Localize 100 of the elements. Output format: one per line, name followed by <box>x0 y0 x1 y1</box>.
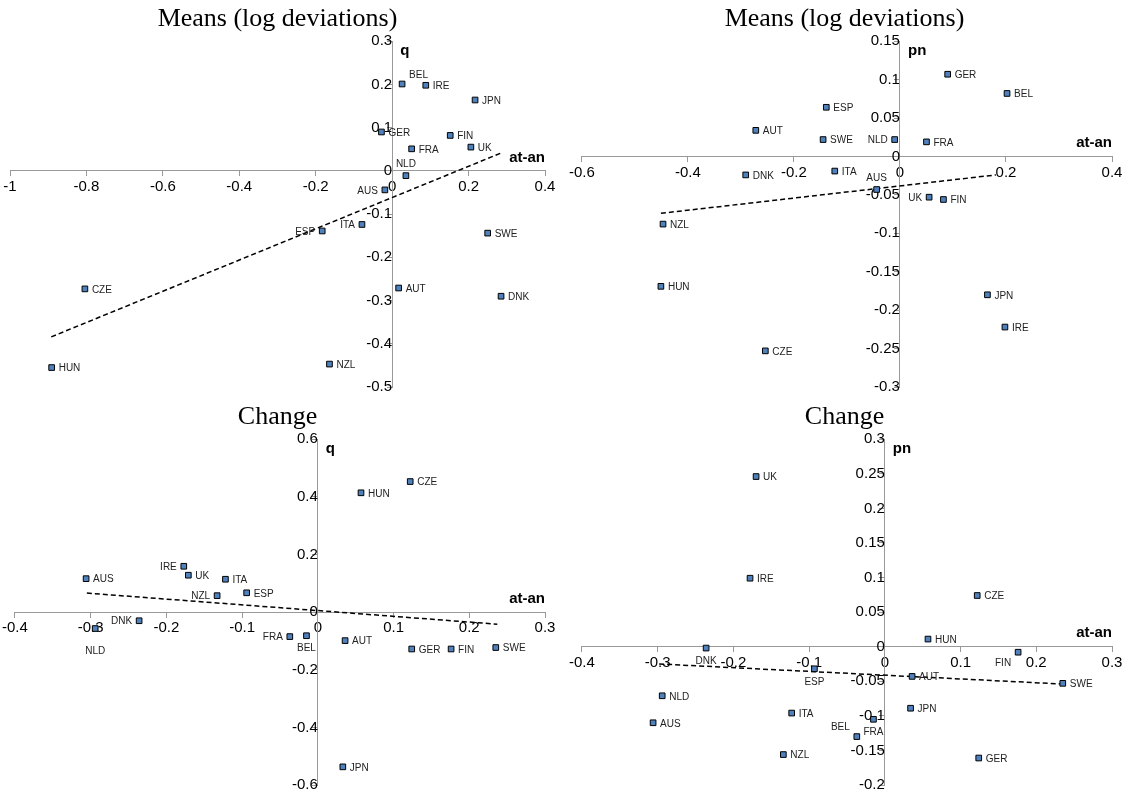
data-label: NLD <box>395 158 416 170</box>
point <box>180 562 188 570</box>
point <box>973 592 981 599</box>
x-tick-label: -0.4 <box>1 618 28 636</box>
data-label: FRA <box>933 136 954 148</box>
data-label: FIN <box>994 656 1012 668</box>
point <box>891 136 898 143</box>
y-tick-label: 0.2 <box>371 74 393 92</box>
point <box>318 227 326 235</box>
data-label: SWE <box>1069 678 1093 690</box>
data-label: ITA <box>340 219 356 231</box>
data-label: NLD <box>85 645 106 657</box>
point <box>762 347 769 355</box>
data-label: IRE <box>432 80 450 92</box>
y-tick-label: -0.1 <box>874 223 900 241</box>
y-tick-label: -0.1 <box>366 204 393 222</box>
x-tick-label: -1 <box>3 177 17 195</box>
data-label: CZE <box>772 345 793 357</box>
data-label: HUN <box>934 633 957 645</box>
y-tick-label: 0.1 <box>879 69 900 87</box>
y-tick-label: 0.6 <box>296 429 318 447</box>
data-label: UK <box>195 569 210 581</box>
data-label: AUS <box>93 573 114 585</box>
y-axis-title: pn <box>892 438 912 456</box>
point <box>788 709 796 717</box>
data-label: AUS <box>357 184 379 196</box>
x-tick-label: -0.3 <box>644 652 671 670</box>
point <box>924 635 932 643</box>
x-tick-label: 0.2 <box>458 177 479 195</box>
data-label: JPN <box>917 702 937 714</box>
y-tick-label: -0.2 <box>366 247 393 265</box>
y-tick-label: 0.2 <box>863 498 885 516</box>
point <box>1014 648 1022 656</box>
data-label: ESP <box>295 225 316 237</box>
point <box>422 81 430 89</box>
data-label: CZE <box>91 283 113 295</box>
chart-title: Change <box>237 401 318 431</box>
data-label: DNK <box>508 290 530 302</box>
data-label: BEL <box>1014 88 1034 100</box>
y-tick-label: 0.2 <box>296 544 318 562</box>
x-tick-label: -0.8 <box>73 177 100 195</box>
y-tick-label: 0.4 <box>296 486 318 504</box>
data-label: BEL <box>297 642 317 654</box>
x-tick-label: 0.4 <box>1101 162 1123 180</box>
y-tick-label: -0.2 <box>858 775 885 793</box>
point <box>702 644 710 652</box>
data-label: IRE <box>160 561 178 573</box>
data-label: ITA <box>798 707 814 719</box>
data-label: FIN <box>458 643 475 655</box>
y-tick-label: -0.05 <box>850 671 885 689</box>
x-tick-label: -0.6 <box>568 162 595 180</box>
data-label: ESP <box>253 587 274 599</box>
point <box>649 719 657 727</box>
point <box>831 167 839 175</box>
data-label: AUT <box>352 635 373 647</box>
data-label: ITA <box>841 165 857 177</box>
point <box>185 571 192 579</box>
x-tick-label: -0.4 <box>226 177 253 195</box>
point <box>822 103 830 111</box>
data-label: CZE <box>984 590 1005 602</box>
x-axis-title: at-an <box>509 588 545 606</box>
point <box>492 644 500 651</box>
y-tick-label: -0.6 <box>291 775 318 793</box>
point <box>923 138 930 146</box>
data-label: JPN <box>482 94 501 106</box>
point <box>82 575 90 582</box>
point <box>925 193 933 201</box>
data-label: AUS <box>866 172 888 184</box>
data-label: HUN <box>667 281 690 293</box>
data-label: GER <box>418 643 441 655</box>
data-label: NZL <box>336 358 356 370</box>
data-label: JPN <box>349 761 369 773</box>
data-label: DNK <box>695 654 717 666</box>
point <box>746 574 754 582</box>
y-tick-label: -0.3 <box>366 290 393 308</box>
chart-title: Change <box>804 401 885 431</box>
point <box>326 360 333 368</box>
point <box>471 96 479 104</box>
y-tick-label: 0 <box>876 636 885 654</box>
y-tick-label: -0.5 <box>366 377 393 395</box>
data-label: GER <box>985 752 1008 764</box>
x-tick-label: 0.1 <box>383 618 404 636</box>
point <box>484 229 492 237</box>
y-axis-title: q <box>325 438 335 456</box>
y-tick-label: -0.1 <box>858 705 885 723</box>
data-label: FRA <box>418 143 439 155</box>
x-axis-title: at-an <box>1076 133 1112 151</box>
data-label: DNK <box>752 169 775 181</box>
data-label: DNK <box>111 615 133 627</box>
x-tick-label: 0.3 <box>1101 652 1123 670</box>
point <box>48 364 55 371</box>
chart-title: Means (log deviations) <box>724 3 965 33</box>
data-label: SWE <box>494 227 518 239</box>
point <box>447 645 455 653</box>
y-tick-label: 0.05 <box>870 108 900 126</box>
point <box>497 292 505 300</box>
point <box>819 136 827 143</box>
data-label: BEL <box>409 68 429 80</box>
data-label: SWE <box>502 642 526 654</box>
x-tick-label: -0.3 <box>77 618 104 636</box>
